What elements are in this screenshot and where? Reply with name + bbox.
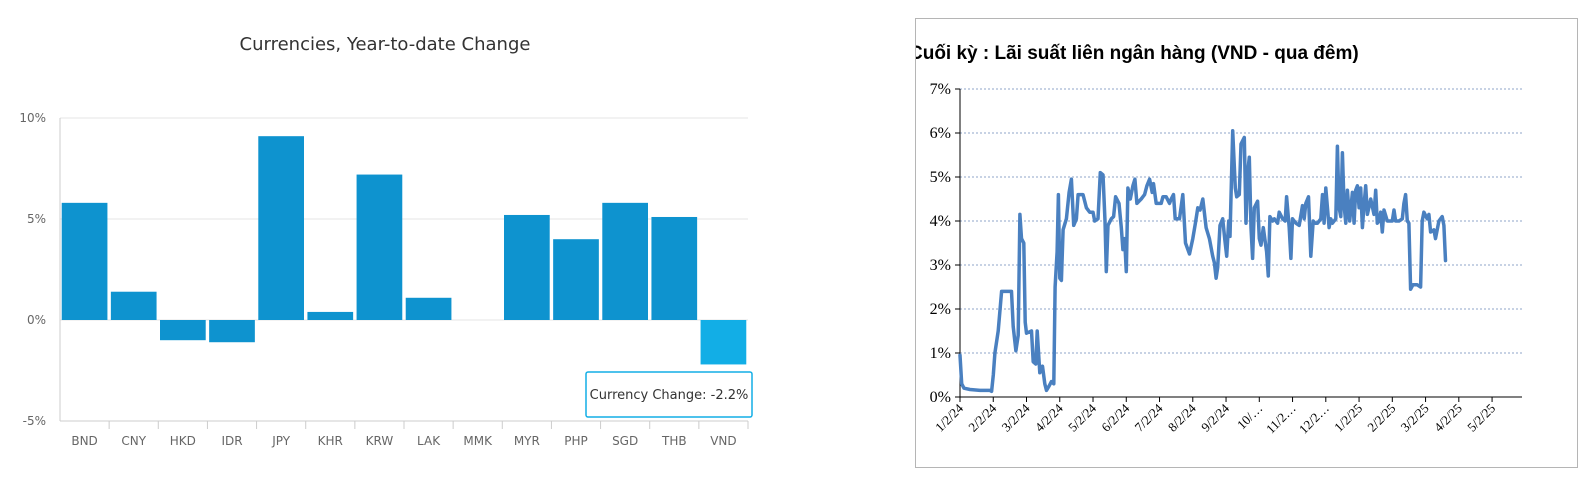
category-label-myr: MYR: [514, 434, 540, 448]
bar-cny[interactable]: [110, 291, 157, 320]
category-label-thb: THB: [661, 434, 687, 448]
right-x-tick-label: 9/2/24: [1198, 400, 1232, 434]
right-y-tick-label: 6%: [930, 125, 951, 142]
category-label-vnd: VND: [710, 434, 736, 448]
right-x-tick-label: 2/2/25: [1364, 401, 1398, 435]
left-y-axis: 10% 5% 0% -5%: [19, 111, 46, 428]
left-y-tick-label: 10%: [19, 111, 46, 125]
bar-thb[interactable]: [651, 216, 698, 320]
right-y-tick-label: 3%: [930, 257, 951, 274]
category-label-mmk: MMK: [463, 434, 493, 448]
bar-php[interactable]: [553, 239, 599, 320]
category-label-sgd: SGD: [612, 434, 638, 448]
left-y-tick-label: 5%: [27, 212, 46, 226]
right-y-tick-label: 2%: [930, 301, 951, 318]
right-x-tick-label: 4/2/25: [1431, 401, 1465, 435]
right-x-tick-label: 4/2/24: [1032, 400, 1066, 434]
right-x-axis: 1/2/24 2/2/24 3/2/24 4/2/24 5/2/24 6/2/24 7/2/…: [932, 397, 1498, 437]
bar-khr[interactable]: [307, 311, 354, 320]
category-label-krw: KRW: [366, 434, 394, 448]
interbank-rate-panel: Cuối kỳ : Lãi suất liên ngân hàng (VND -…: [915, 18, 1578, 468]
right-x-tick-label: 8/2/24: [1165, 400, 1199, 434]
right-x-tick-label: 10/…: [1234, 401, 1266, 433]
bar-vnd[interactable]: [700, 320, 747, 365]
interbank-rate-line-chart: Cuối kỳ : Lãi suất liên ngân hàng (VND -…: [916, 43, 1522, 437]
right-x-tick-label: 11/2…: [1263, 401, 1299, 437]
right-x-tick-label: 7/2/24: [1132, 400, 1166, 434]
bar-sgd[interactable]: [602, 202, 648, 320]
category-label-php: PHP: [564, 434, 588, 448]
right-x-tick-label: 3/2/25: [1398, 401, 1432, 435]
right-x-tick-label: 6/2/24: [1098, 400, 1132, 434]
tooltip-box: [585, 371, 753, 418]
right-x-tick-label: 1/2/25: [1331, 401, 1365, 435]
right-y-tick-label: 7%: [930, 81, 951, 98]
right-y-tick-label: 5%: [930, 169, 951, 186]
right-y-axis: 0% 1% 2% 3% 4% 5% 6% 7%: [930, 81, 951, 406]
right-y-tick-label: 0%: [930, 389, 951, 406]
right-x-tick-label: 2/2/24: [965, 400, 999, 434]
bar-bnd[interactable]: [61, 202, 108, 320]
left-y-tick-label: -5%: [23, 414, 46, 428]
bar-jpy[interactable]: [258, 136, 304, 320]
interbank-rate-series-line: [958, 129, 1448, 394]
category-label-hkd: HKD: [170, 434, 196, 448]
right-chart-title: Cuối kỳ : Lãi suất liên ngân hàng (VND -…: [916, 43, 1359, 64]
category-label-lak: LAK: [417, 434, 441, 448]
right-y-tick-label: 1%: [930, 345, 951, 362]
category-label-khr: KHR: [318, 434, 343, 448]
bar-idr[interactable]: [209, 320, 255, 343]
category-label-cny: CNY: [121, 434, 146, 448]
left-y-tick-label: 0%: [27, 313, 46, 327]
bar-lak[interactable]: [405, 297, 452, 320]
bar-hkd[interactable]: [160, 320, 206, 341]
category-label-bnd: BND: [71, 434, 97, 448]
right-x-tick-label: 3/2/24: [999, 400, 1033, 434]
bar-myr[interactable]: [504, 214, 550, 320]
tooltip-text: Currency Change: -2.2%: [590, 388, 749, 403]
category-label-idr: IDR: [221, 434, 242, 448]
right-y-tick-label: 4%: [930, 213, 951, 230]
right-x-tick-label: 5/2/25: [1464, 401, 1498, 435]
ytd-currency-bar-chart: Currencies, Year-to-date Change 10% 5% 0% -…: [19, 34, 753, 448]
left-x-axis: BND CNY HKD IDR JPY KHR KRW LAK MMK MYR PHP SGD THB V…: [60, 420, 749, 448]
category-label-jpy: JPY: [271, 434, 291, 448]
right-x-tick-label: 12/2…: [1296, 401, 1332, 437]
bar-krw[interactable]: [356, 174, 403, 320]
right-x-tick-label: 5/2/24: [1065, 400, 1099, 434]
left-bars: [61, 136, 747, 365]
left-chart-title: Currencies, Year-to-date Change: [240, 34, 531, 55]
currency-tooltip: Currency Change: -2.2%: [585, 371, 753, 418]
